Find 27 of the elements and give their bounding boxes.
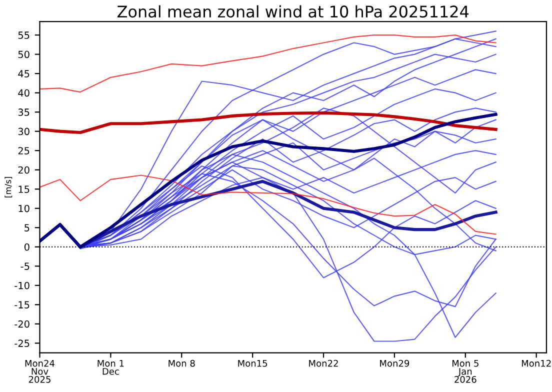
y-axis-title: [m/s] bbox=[4, 177, 12, 198]
y-tick-label: 0 bbox=[24, 243, 30, 251]
x-tick-label: Mon 8 bbox=[168, 360, 195, 367]
y-tick-label: 25 bbox=[18, 147, 30, 154]
y-tick-label: -20 bbox=[14, 320, 30, 328]
x-tick-label: Mon24 Nov 2025 bbox=[25, 360, 54, 383]
chart-title: Zonal mean zonal wind at 10 hPa 20251124 bbox=[118, 5, 469, 18]
y-tick-label: 15 bbox=[18, 186, 30, 193]
y-tick-label: 50 bbox=[18, 50, 30, 58]
y-tick-label: 10 bbox=[18, 204, 30, 212]
y-tick-label: -10 bbox=[14, 282, 30, 290]
x-tick-label: Mon29 bbox=[380, 360, 410, 367]
x-tick-label: Mon22 bbox=[309, 360, 338, 367]
y-tick-label: -15 bbox=[14, 301, 30, 308]
y-tick-label: -5 bbox=[20, 262, 30, 270]
y-tick-label: 35 bbox=[18, 108, 30, 116]
y-tick-label: 30 bbox=[18, 128, 30, 136]
y-tick-label: 20 bbox=[18, 166, 30, 174]
x-tick-label: Mon12 bbox=[522, 360, 551, 367]
y-tick-label: 55 bbox=[18, 32, 30, 39]
y-tick-label: 45 bbox=[18, 70, 30, 78]
x-tick-label: Mon 5 Jan 2026 bbox=[452, 360, 478, 383]
y-tick-label: 40 bbox=[18, 89, 30, 97]
y-tick-label: 5 bbox=[24, 224, 30, 232]
x-tick-label: Mon15 bbox=[238, 360, 268, 367]
x-tick-label: Mon 1 Dec bbox=[98, 360, 124, 375]
y-tick-label: -25 bbox=[14, 340, 30, 348]
